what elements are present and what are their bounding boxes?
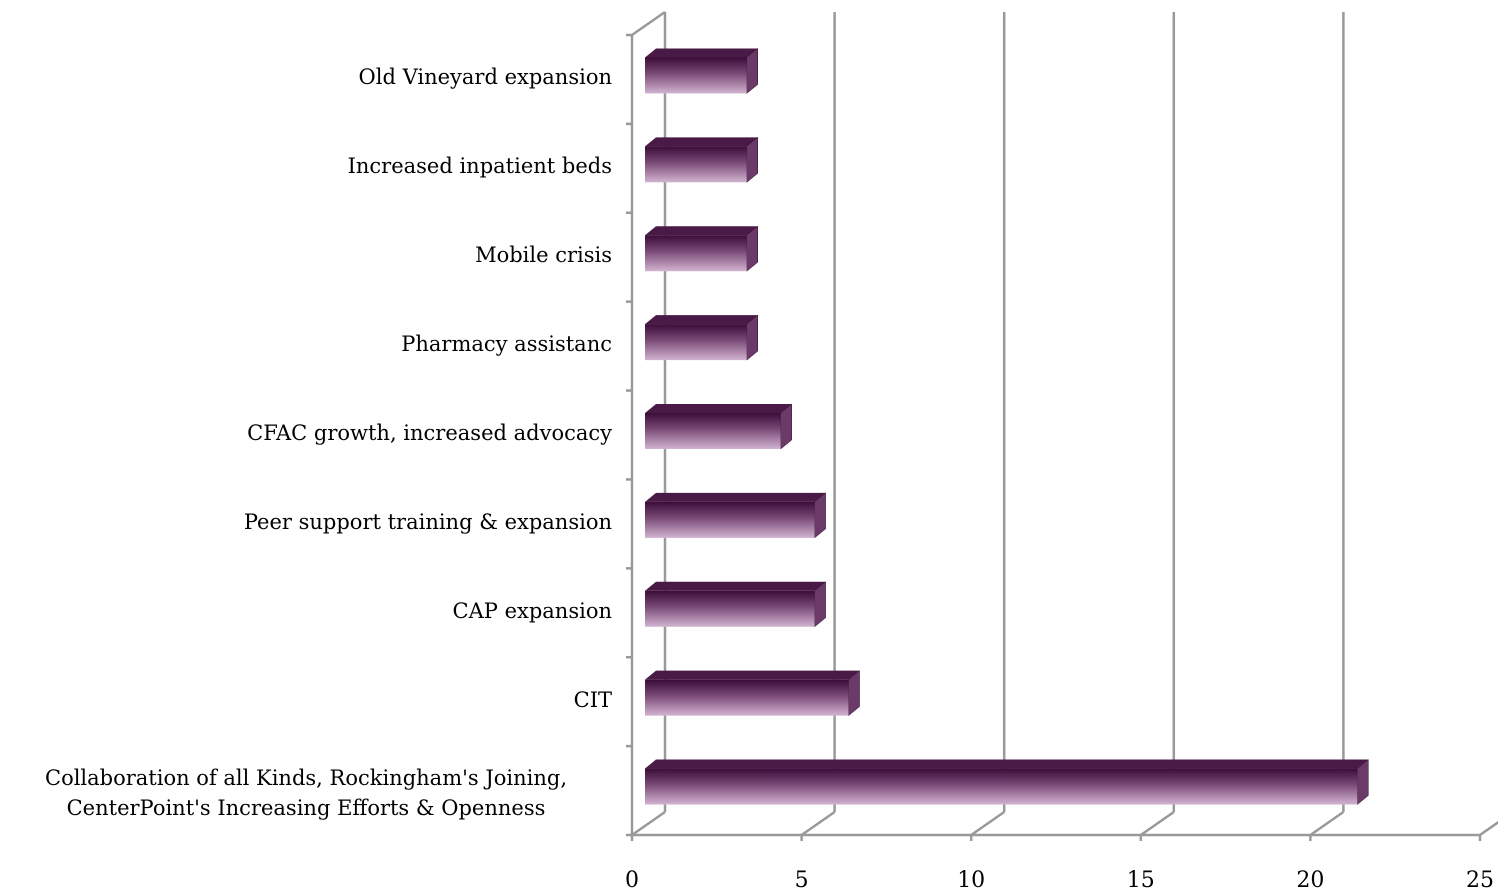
y-tick-label: CIT: [0, 685, 612, 715]
category-text: CFAC growth, increased advocacy: [247, 421, 612, 445]
x-tick-label: 20: [1296, 868, 1324, 892]
y-tick-label: Mobile crisis: [0, 240, 612, 270]
y-tick-label: CAP expansion: [0, 596, 612, 626]
bar: [645, 590, 815, 627]
grid-line: [1309, 810, 1345, 837]
y-tick-label: Collaboration of all Kinds, Rockingham's…: [0, 763, 612, 823]
bar-top: [645, 226, 758, 236]
x-tick-label: 15: [1127, 868, 1155, 892]
bar-top: [645, 492, 826, 502]
bar: [645, 768, 1358, 805]
category-text: Peer support training & expansion: [243, 509, 612, 534]
bar: [645, 57, 747, 94]
category-text: Pharmacy assistanc: [401, 332, 612, 357]
x-tick-label: 10: [957, 868, 985, 892]
grid-line: [631, 810, 666, 837]
bar: [645, 235, 747, 272]
category-text: CIT: [573, 687, 612, 712]
grid-line: [970, 810, 1005, 837]
bar-top: [645, 404, 792, 413]
grid-line: [1140, 810, 1175, 837]
bar: [645, 501, 815, 538]
bar-top: [645, 759, 1369, 769]
x-tick-label: 0: [625, 868, 639, 892]
category-text: Increased inpatient beds: [347, 154, 612, 179]
y-tick-label: CFAC growth, increased advocacy: [0, 418, 612, 448]
x-tick-label: 25: [1466, 868, 1494, 892]
y-tick-label: Old Vineyard expansion: [0, 62, 612, 92]
bar: [645, 146, 747, 183]
bar-top: [645, 137, 758, 147]
bar: [645, 413, 781, 449]
bar-top: [645, 48, 758, 58]
y-tick-label: Peer support training & expansion: [0, 507, 612, 537]
x-tick-label: 5: [795, 868, 809, 892]
grid-line: [1479, 820, 1498, 837]
category-text: Mobile crisis: [475, 243, 612, 268]
axis-line: [631, 10, 666, 37]
category-text: Old Vineyard expansion: [358, 65, 612, 90]
bar-top: [645, 670, 860, 680]
bar-top: [645, 581, 826, 591]
category-text: CAP expansion: [452, 598, 612, 623]
category-text: Collaboration of all Kinds, Rockingham's…: [45, 765, 567, 820]
bar: [645, 679, 849, 716]
grid-line: [800, 810, 836, 837]
bar: [645, 324, 747, 361]
y-tick-label: Increased inpatient beds: [0, 151, 612, 181]
y-tick-label: Pharmacy assistanc: [0, 329, 612, 359]
bar-top: [645, 315, 758, 325]
